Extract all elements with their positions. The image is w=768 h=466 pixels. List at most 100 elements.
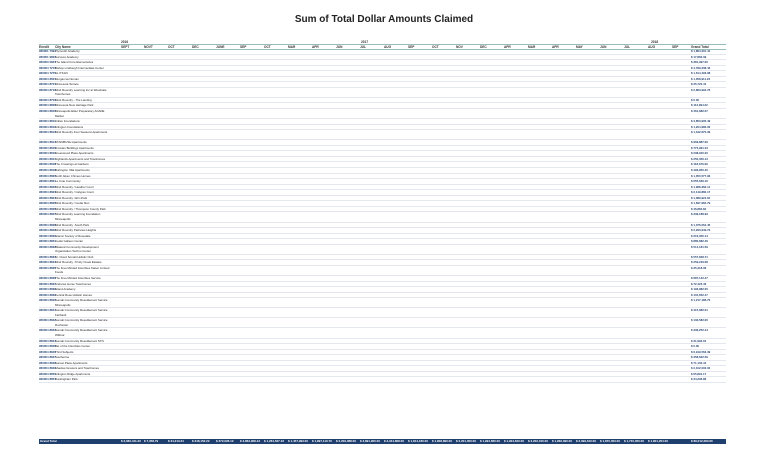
row-grand-total: $ 34,236.86 bbox=[691, 377, 707, 382]
column-header: SEP bbox=[408, 44, 415, 49]
column-header: SEP bbox=[672, 44, 679, 49]
row-grand-total: $ 461,682.07 bbox=[691, 109, 708, 114]
enrollment-id: 960004 8830 bbox=[39, 233, 56, 238]
column-total: $ 34,213.24 bbox=[168, 439, 184, 443]
table-row: 960004 8834 Mind Roundry -Trinity Creek E… bbox=[39, 260, 726, 266]
enrollment-id: 960004 8831 bbox=[39, 239, 56, 244]
year-label: 2017 bbox=[361, 40, 369, 44]
enrollment-id: 960001 7391 bbox=[39, 49, 56, 53]
enrollment-id: 960004 8844 bbox=[39, 338, 56, 343]
row-grand-total: $ 339,188.93 bbox=[691, 212, 708, 217]
enrollment-id: 960004 8821 bbox=[39, 179, 56, 184]
city-name: Central Rose Holistic Homes bbox=[55, 292, 92, 297]
enrollment-id: 960004 8842 bbox=[39, 318, 56, 323]
table-row: 960004 8843 Somali Community Resettlement… bbox=[39, 328, 726, 339]
city-name: Success Academy bbox=[55, 54, 79, 59]
grand-total-label: Grand Total bbox=[40, 439, 57, 443]
enrollment-id: 960004 8833 bbox=[39, 254, 56, 259]
table-row: 960004 8820 North Aiken Chimes Homes $ 1,0… bbox=[39, 174, 726, 180]
enrollment-id: 960004 8839 bbox=[39, 292, 56, 297]
row-grand-total: $ 1,614,493.98 bbox=[691, 71, 711, 76]
city-name: Mind Roundry / Thompson County Park bbox=[55, 206, 106, 211]
city-name: Islamic Society of Rosedale bbox=[55, 233, 91, 238]
row-grand-total: $ 381,397.00 bbox=[691, 60, 708, 65]
row-grand-total: $ 1,192,670.39 bbox=[691, 130, 711, 135]
column-total: $ 348,152.22 bbox=[192, 439, 210, 443]
city-name: St. Cloud Somali Holistic Club bbox=[55, 254, 94, 259]
year-label: 2018 bbox=[651, 40, 659, 44]
column-total: $ 1,870,003.00 bbox=[600, 439, 621, 443]
column-header: JUL bbox=[624, 44, 631, 49]
column-total: $ 3,344,808.00 bbox=[384, 439, 405, 443]
table-row: 960004 8822 Mind Roundry / Heather Court $… bbox=[39, 185, 726, 191]
row-grand-total: $ 65,891.17 bbox=[691, 371, 707, 376]
city-name: Mind Roundry / Heather Court bbox=[55, 184, 94, 189]
city-name: Le Cote Community bbox=[55, 179, 81, 184]
enrollment-id: 960004 8827 bbox=[39, 212, 56, 217]
row-grand-total: $ 1,204,980.00 bbox=[691, 124, 711, 129]
table-row: 960004 8811 Citilen Foundations $ 3,853,90… bbox=[39, 119, 726, 125]
enrollment-id: 960004 8817 bbox=[39, 156, 56, 161]
row-grand-total: $ 17,862.39 bbox=[691, 54, 707, 59]
column-header: SEP bbox=[240, 44, 247, 49]
city-name: Burlington Villa Apartments bbox=[55, 168, 90, 173]
enrollment-id: 960004 7273 bbox=[39, 65, 56, 70]
column-header: JUN bbox=[600, 44, 607, 49]
column-header: DEC bbox=[192, 44, 199, 49]
table-row: 960004 8832 Bilateral Community Developme… bbox=[39, 245, 726, 255]
city-name: Mind Roundry - The Landing bbox=[55, 97, 92, 102]
row-grand-total: $ 358,622.59 bbox=[691, 355, 708, 360]
table-row: 960004 8813 Mind Roundry Four Seasons Apa… bbox=[39, 130, 726, 141]
enrollment-id: 960004 8809 bbox=[39, 103, 56, 108]
column-header: MAR bbox=[288, 44, 296, 49]
city-name: The Crossings at Gardens bbox=[55, 162, 89, 167]
city-name: Mind Roundry Learning Foundation Minneap… bbox=[55, 212, 101, 221]
city-name: Mind Roundry -South Park bbox=[55, 222, 90, 227]
city-name: Somali Community Resettlement STN bbox=[55, 338, 104, 343]
row-grand-total: $ 118,376.29 bbox=[691, 162, 708, 167]
city-name: North Aiken Chimes Homes bbox=[55, 173, 91, 178]
enrollment-id: 960004 8823 bbox=[39, 190, 56, 195]
city-name: Somali Community Resettlement Service Fa… bbox=[55, 308, 108, 317]
grand-total-value: $ 89,012,283.60 bbox=[691, 439, 713, 443]
enrollment-id: 960004 8837 bbox=[39, 281, 56, 286]
enrollment-id: 960004 8838 bbox=[39, 287, 56, 292]
enrollment-id: 960004 8810 bbox=[39, 109, 56, 114]
city-name: Bet of the Intercities Center bbox=[55, 344, 91, 349]
column-total: $ 1,808,890.00 bbox=[432, 439, 453, 443]
table-row: 960004 8819 Burlington Villa Apartments $ … bbox=[39, 168, 726, 174]
table-row: 960004 8849 Shadow Growers and Townhomes $… bbox=[39, 366, 726, 372]
city-name: Arlington Ridge Apartments bbox=[55, 371, 91, 376]
table-row: 960004 8810 Minneapolis Elder Preparatory… bbox=[39, 109, 726, 120]
column-header: MAR bbox=[528, 44, 536, 49]
column-total: $ 2,099,610.00 bbox=[576, 439, 597, 443]
table-row: 960004 8816 Greenwood Place Apartments $ 2… bbox=[39, 151, 726, 157]
enrollment-id: 960004 8601 bbox=[39, 76, 56, 81]
enrollment-id: 960004 8835 bbox=[39, 265, 56, 270]
table-row: 960004 8844 Somali Community Resettlement… bbox=[39, 339, 726, 345]
enrollment-id: 960004 8849 bbox=[39, 366, 56, 371]
row-grand-total: $ 1,217,186.70 bbox=[691, 298, 711, 303]
table-row: 960004 8839 Central Rose Holistic Homes $ … bbox=[39, 293, 726, 299]
table-row: 960004 8848 Sunset Place Apartments $ 71,1… bbox=[39, 361, 726, 367]
row-grand-total: $ 1,050,577.96 bbox=[691, 173, 711, 178]
table-row: 960004 8812 Arlington Foundations $ 1,204,… bbox=[39, 125, 726, 131]
table-row: 960004 8842 Somali Community Resettlement… bbox=[39, 318, 726, 329]
table-row: 960004 8838 Island Academy $ 193,982.00 bbox=[39, 287, 726, 293]
row-grand-total: $ 6,919,563.39 bbox=[691, 349, 711, 354]
table-row: 960004 7275 AL ITKAN $ 1,614,493.98 bbox=[39, 71, 726, 77]
column-total: $ 2,201,000.00 bbox=[456, 439, 477, 443]
column-total: $ 1,264,527.16 bbox=[264, 439, 285, 443]
table-row: 960004 8817 Highlands Apartments and Town… bbox=[39, 157, 726, 163]
column-total: $ 2,060,411.23 bbox=[121, 439, 141, 443]
city-name: Mind Roundry / Calypso Court bbox=[55, 190, 94, 195]
city-name: AL ITKAN bbox=[55, 71, 68, 76]
enrollment-id: 960004 7275 bbox=[39, 71, 56, 76]
city-name: Third Subjects bbox=[55, 349, 74, 354]
city-name: Bishop Lindbergh Intermediate Center bbox=[55, 65, 104, 70]
table-row: 960001 9803 Success Academy $ 17,862.39 bbox=[39, 55, 726, 61]
enrollment-id: 960004 8845 bbox=[39, 344, 56, 349]
column-header: SEPT bbox=[121, 44, 130, 49]
enrollment-id: 960004 8813 bbox=[39, 130, 56, 135]
column-header: MAY bbox=[576, 44, 583, 49]
